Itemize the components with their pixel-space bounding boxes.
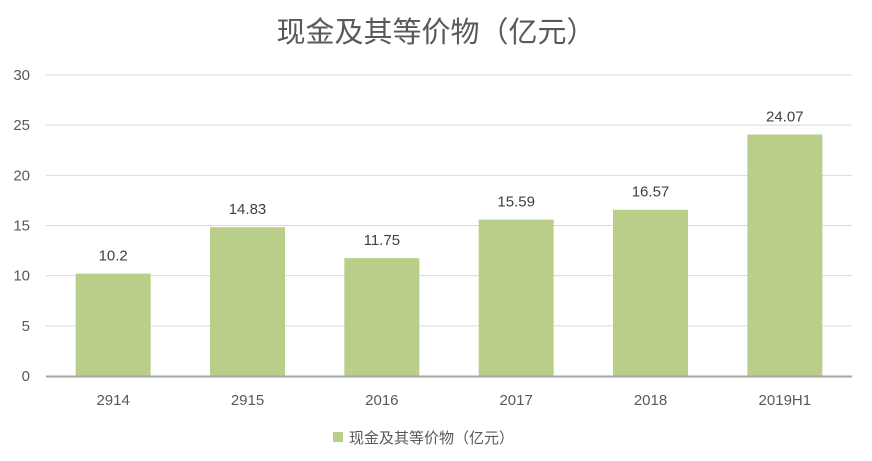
y-tick-label: 20 bbox=[13, 167, 30, 184]
bar bbox=[75, 273, 151, 376]
x-axis-ticks: 2914 2915 2016 2017 2018 2019H1 bbox=[96, 392, 811, 409]
x-tick-label: 2018 bbox=[634, 392, 667, 409]
data-label: 14.83 bbox=[229, 201, 267, 218]
bar bbox=[613, 209, 688, 376]
bar bbox=[478, 219, 554, 376]
y-tick-label: 30 bbox=[13, 67, 30, 84]
gridlines bbox=[46, 74, 852, 327]
bar bbox=[747, 134, 823, 376]
y-tick-label: 0 bbox=[22, 368, 30, 385]
x-tick-label: 2019H1 bbox=[759, 392, 812, 409]
data-label: 10.2 bbox=[99, 248, 128, 265]
x-tick-label: 2017 bbox=[499, 392, 532, 409]
bar bbox=[344, 258, 420, 376]
legend-swatch bbox=[333, 432, 343, 442]
bars bbox=[75, 134, 823, 376]
data-label: 11.75 bbox=[364, 232, 400, 249]
bar bbox=[210, 227, 285, 376]
data-labels: 10.2 14.83 11.75 15.59 16.57 24.07 bbox=[99, 108, 804, 264]
data-label: 15.59 bbox=[497, 194, 535, 211]
y-tick-label: 15 bbox=[13, 218, 30, 235]
chart-title: 现金及其等价物（亿元） bbox=[276, 15, 595, 49]
y-tick-label: 25 bbox=[13, 117, 30, 134]
x-tick-label: 2915 bbox=[231, 392, 264, 409]
data-label: 16.57 bbox=[632, 184, 670, 201]
y-axis-ticks: 0 5 10 15 20 25 30 bbox=[13, 67, 30, 385]
y-tick-label: 5 bbox=[22, 318, 30, 335]
data-label: 24.07 bbox=[766, 108, 804, 125]
y-tick-label: 10 bbox=[13, 268, 30, 285]
legend: 现金及其等价物（亿元） bbox=[333, 429, 514, 447]
x-tick-label: 2016 bbox=[365, 392, 398, 409]
legend-label: 现金及其等价物（亿元） bbox=[349, 429, 514, 447]
x-tick-label: 2914 bbox=[96, 392, 129, 409]
